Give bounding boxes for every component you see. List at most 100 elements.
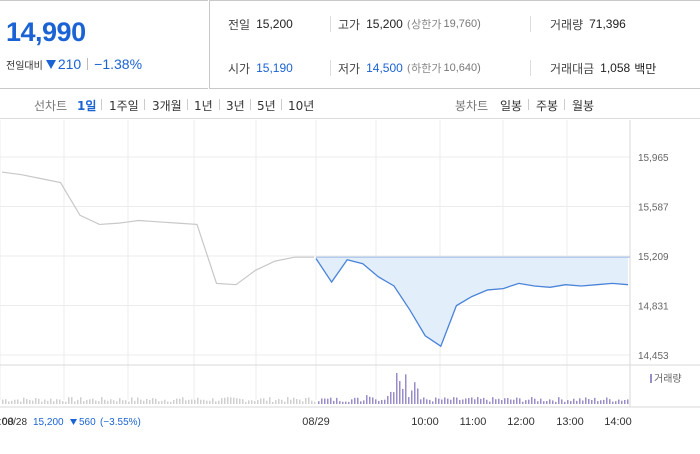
- volume-bar: [411, 390, 413, 404]
- divider: [528, 99, 529, 110]
- price-chart[interactable]: 15,965 15,587 15,209 14,831 14,453 08/29 10:0…: [0, 120, 700, 450]
- volume-bar: [519, 398, 521, 404]
- lower-limit-value: 10,640): [443, 62, 481, 74]
- lower-limit-label: (하한가: [406, 62, 442, 75]
- volume-bar: [77, 399, 79, 404]
- volume-bar: [188, 399, 190, 404]
- volume-bar: [176, 398, 178, 404]
- volume-bar: [468, 398, 470, 404]
- stat-label: 거래대금: [550, 61, 595, 76]
- volume-bar: [2, 399, 4, 404]
- volume-bar: [471, 397, 473, 404]
- series-line-prev-day: [1, 171, 314, 286]
- volume-bar: [254, 400, 256, 404]
- volume-bar: [489, 401, 491, 404]
- tab-daily[interactable]: 일봉: [500, 99, 523, 113]
- volume-bar: [53, 401, 55, 404]
- volume-bar: [62, 401, 64, 404]
- stat-value: 15,200: [256, 17, 293, 31]
- volume-bar: [504, 398, 506, 404]
- volume-bar: [185, 400, 187, 404]
- volume-bar: [158, 401, 160, 404]
- volume-bar: [164, 399, 166, 404]
- down-triangle-icon: [45, 59, 56, 69]
- volume-bar: [311, 400, 313, 404]
- y-tick-label: 15,965: [638, 153, 669, 164]
- stat-value: 15,200: [366, 17, 403, 31]
- x-tick-label: 08/29: [302, 416, 330, 428]
- volume-bar: [266, 400, 268, 404]
- tab-1d[interactable]: 1일: [77, 99, 97, 113]
- volume-bar: [573, 398, 575, 404]
- volume-bar: [173, 399, 175, 404]
- volume-bar: [405, 374, 407, 404]
- volume-bar: [570, 401, 572, 404]
- volume-bar: [546, 400, 548, 404]
- volume-bar: [441, 399, 443, 404]
- volume-bar: [44, 399, 46, 404]
- stat-label: 시가: [228, 61, 251, 76]
- volume-bar: [170, 401, 172, 404]
- volume-bar: [227, 397, 229, 404]
- price-change: 전일대비 210 −1.38%: [6, 56, 142, 72]
- quote-stats-panel: 전일 15,200 고가 15,200 (상한가 19,760) 거래량 71,…: [209, 0, 700, 89]
- tab-weekly[interactable]: 주봉: [536, 99, 559, 113]
- volume-bar: [510, 399, 512, 404]
- volume-bar: [155, 398, 157, 404]
- footer-date: 08/28: [2, 417, 27, 428]
- volume-bar: [522, 401, 524, 404]
- volume-bar: [14, 399, 16, 404]
- volume-bar: [372, 397, 374, 404]
- divider: [101, 99, 102, 110]
- volume-bar: [206, 400, 208, 404]
- volume-bar: [360, 401, 362, 404]
- stat-label: 고가: [338, 17, 361, 32]
- volume-bar: [354, 397, 356, 404]
- volume-bar: [116, 401, 118, 404]
- stat-label: 전일: [228, 17, 251, 32]
- divider: [219, 99, 220, 110]
- volume-bar: [561, 399, 563, 404]
- tab-10y[interactable]: 10년: [288, 99, 315, 113]
- volume-bar: [257, 400, 259, 404]
- tab-1w[interactable]: 1주일: [109, 99, 139, 113]
- tab-1y[interactable]: 1년: [194, 99, 213, 113]
- upper-limit-label: (상한가: [406, 18, 442, 31]
- volume-bar: [540, 398, 542, 404]
- tab-3y[interactable]: 3년: [226, 99, 245, 113]
- volume-bar: [435, 397, 437, 404]
- volume-bar: [17, 399, 19, 404]
- volume-bar: [330, 397, 332, 404]
- volume-bar: [302, 401, 304, 404]
- volume-bar: [239, 398, 241, 404]
- volume-bar: [603, 399, 605, 404]
- volume-bar: [32, 400, 34, 404]
- divider: [250, 99, 251, 110]
- volume-bar: [381, 399, 383, 404]
- volume-bar: [591, 400, 593, 404]
- volume-bar: [396, 372, 398, 404]
- divider: [330, 60, 331, 76]
- volume-bar: [459, 399, 461, 404]
- series-area-today: [316, 257, 628, 347]
- volume-bar: [513, 399, 515, 404]
- stat-value: 15,190: [256, 61, 293, 75]
- tab-3m[interactable]: 3개월: [152, 99, 182, 113]
- stat-value: 1,058: [600, 61, 631, 75]
- volume-bar: [200, 399, 202, 404]
- tab-5y[interactable]: 5년: [257, 99, 276, 113]
- volume-bar: [236, 398, 238, 404]
- volume-bar: [465, 398, 467, 404]
- volume-bar: [357, 397, 359, 404]
- tab-monthly[interactable]: 월봉: [572, 99, 595, 113]
- volume-bar: [339, 401, 341, 404]
- volume-bar: [333, 400, 335, 404]
- volume-bar: [456, 397, 458, 404]
- volume-bar: [621, 400, 623, 404]
- volume-bar: [134, 400, 136, 404]
- price-chart-svg: 15,965 15,587 15,209 14,831 14,453 08/29 10:0…: [0, 120, 700, 428]
- x-tick-label: 15:00: [0, 416, 14, 428]
- volume-bar: [375, 399, 377, 404]
- change-amount: 210: [57, 56, 82, 72]
- stat-prev-close: 전일 15,200: [228, 15, 293, 33]
